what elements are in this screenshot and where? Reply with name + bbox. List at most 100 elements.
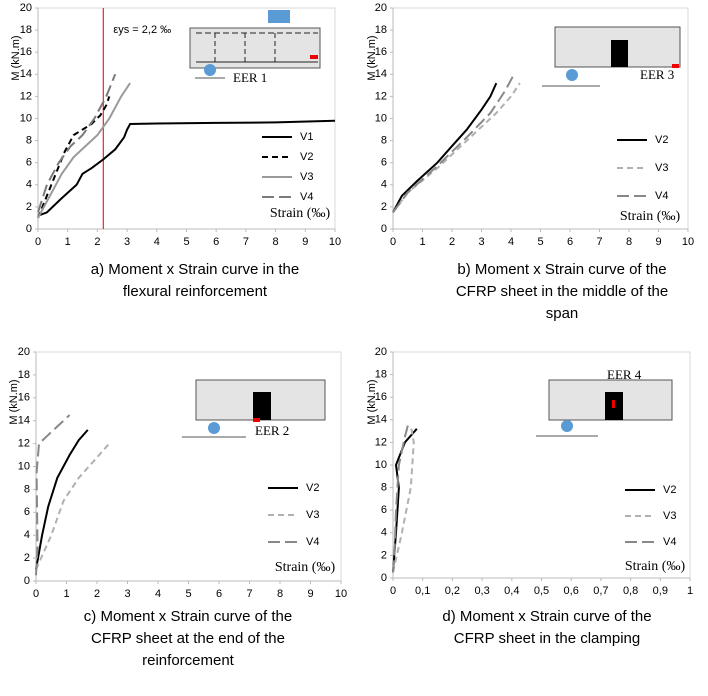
- legend-label: V3: [300, 171, 313, 183]
- y-tick-label: 10: [375, 112, 387, 124]
- x-tick-label: 9: [655, 236, 661, 248]
- series-line: [37, 119, 336, 217]
- x-tick-label: 2: [94, 236, 100, 248]
- legend-label: V3: [306, 509, 319, 521]
- x-axis-label: Strain (‰): [275, 560, 336, 575]
- y-tick-label: 8: [26, 135, 32, 147]
- x-tick-label: 10: [335, 588, 347, 600]
- y-tick-label: 14: [375, 414, 387, 426]
- y-tick-label: 6: [381, 504, 387, 516]
- x-tick-label: 0,3: [474, 585, 489, 597]
- x-tick-label: 0: [33, 588, 39, 600]
- x-tick-label: 0,8: [623, 585, 638, 597]
- x-tick-label: 0,1: [415, 585, 430, 597]
- y-tick-label: 18: [20, 24, 32, 36]
- y-tick-label: 16: [375, 46, 387, 58]
- y-axis-label: M (kN.m): [366, 379, 378, 424]
- x-tick-label: 0,6: [564, 585, 579, 597]
- caption: a) Moment x Strain curve in the: [91, 261, 299, 278]
- x-tick-label: 4: [508, 236, 514, 248]
- y-tick-label: 10: [20, 112, 32, 124]
- series-line: [392, 73, 515, 213]
- x-tick-label: 0,9: [653, 585, 668, 597]
- y-tick-label: 6: [26, 157, 32, 169]
- caption: CFRP sheet at the end of the: [91, 630, 285, 647]
- y-tick-label: 14: [375, 68, 387, 80]
- y-tick-label: 6: [24, 506, 30, 518]
- y-tick-label: 0: [26, 223, 32, 235]
- x-tick-label: 1: [65, 236, 71, 248]
- series-line: [392, 82, 498, 213]
- legend-label: V3: [663, 510, 676, 522]
- x-tick-label: 1: [687, 585, 693, 597]
- x-tick-label: 6: [216, 588, 222, 600]
- y-tick-label: 2: [381, 201, 387, 213]
- x-axis-label: Strain (‰): [620, 209, 681, 224]
- y-tick-label: 4: [381, 179, 387, 191]
- x-tick-label: 7: [596, 236, 602, 248]
- y-tick-label: 12: [20, 90, 32, 102]
- legend-label: V1: [300, 131, 313, 143]
- x-tick-label: 7: [246, 588, 252, 600]
- x-tick-label: 5: [183, 236, 189, 248]
- series-line: [37, 82, 131, 219]
- y-tick-label: 6: [381, 157, 387, 169]
- x-tick-label: 5: [185, 588, 191, 600]
- reference-label: εys = 2,2 ‰: [113, 24, 171, 36]
- caption: c) Moment x Strain curve of the: [84, 608, 292, 625]
- x-tick-label: 2: [449, 236, 455, 248]
- series-line: [35, 429, 89, 570]
- caption: d) Moment x Strain curve of the: [442, 608, 651, 625]
- x-tick-label: 0: [390, 236, 396, 248]
- caption: flexural reinforcement: [123, 283, 268, 300]
- y-tick-label: 8: [24, 483, 30, 495]
- y-axis-label: M (kN.m): [366, 35, 378, 80]
- y-tick-label: 20: [20, 2, 32, 14]
- y-axis-label: M (kN.m): [10, 35, 22, 80]
- x-axis-label: Strain (‰): [270, 206, 331, 221]
- y-tick-label: 14: [20, 68, 32, 80]
- y-tick-label: 16: [20, 46, 32, 58]
- y-tick-label: 12: [375, 436, 387, 448]
- y-tick-label: 18: [18, 369, 30, 381]
- y-tick-label: 18: [375, 369, 387, 381]
- y-tick-label: 20: [18, 346, 30, 358]
- legend-label: V4: [663, 536, 676, 548]
- legend-label: V2: [655, 134, 668, 146]
- x-tick-label: 0,2: [445, 585, 460, 597]
- y-tick-label: 8: [381, 135, 387, 147]
- legend-label: V4: [306, 536, 319, 548]
- y-tick-label: 10: [18, 460, 30, 472]
- diagram-label: EER 3: [640, 67, 674, 82]
- caption: b) Moment x Strain curve of the: [457, 261, 666, 278]
- y-tick-label: 18: [375, 24, 387, 36]
- legend-label: V2: [300, 151, 313, 163]
- x-tick-label: 6: [213, 236, 219, 248]
- diagram-label: EER 4: [607, 367, 642, 382]
- y-tick-label: 0: [24, 575, 30, 587]
- x-tick-label: 0: [390, 585, 396, 597]
- x-tick-label: 4: [154, 236, 160, 248]
- x-tick-label: 0,4: [504, 585, 519, 597]
- diagram-label: EER 2: [255, 423, 289, 438]
- series-line: [35, 442, 110, 570]
- y-tick-label: 0: [381, 572, 387, 584]
- legend-label: V3: [655, 162, 668, 174]
- caption: CFRP sheet in the clamping: [454, 630, 640, 647]
- diagram-label: EER 1: [233, 70, 267, 85]
- x-tick-label: 1: [419, 236, 425, 248]
- caption: CFRP sheet in the middle of the: [456, 283, 668, 300]
- x-tick-label: 1: [63, 588, 69, 600]
- caption: reinforcement: [142, 652, 235, 669]
- x-tick-label: 0,5: [534, 585, 549, 597]
- y-tick-label: 0: [381, 223, 387, 235]
- x-tick-label: 0: [35, 236, 41, 248]
- x-tick-label: 3: [124, 588, 130, 600]
- y-tick-label: 2: [381, 549, 387, 561]
- y-tick-label: 14: [18, 415, 30, 427]
- x-tick-label: 3: [478, 236, 484, 248]
- diagram-c: EER 2: [182, 379, 326, 438]
- caption: span: [546, 305, 579, 322]
